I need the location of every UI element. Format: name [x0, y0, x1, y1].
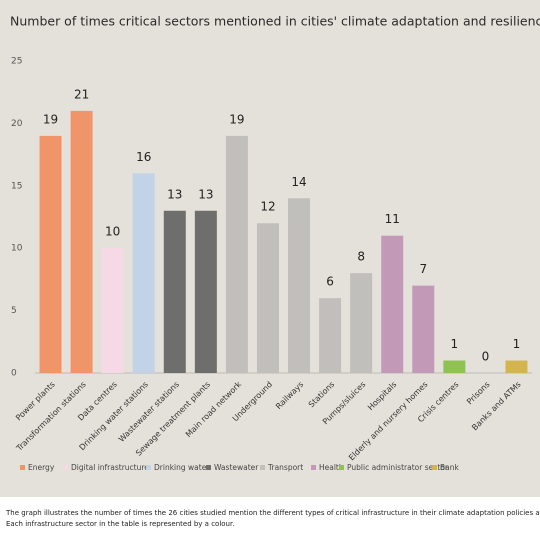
legend-label: Energy: [28, 463, 55, 472]
x-tick-label: Railways: [274, 380, 305, 411]
bar: [319, 298, 342, 373]
value-label: 0: [482, 350, 490, 364]
x-tick-label: Main road network: [184, 380, 243, 439]
footnote: Each infrastructure sector in the table …: [6, 520, 234, 528]
footer-background: [0, 497, 540, 545]
bar: [70, 110, 93, 374]
legend-label: Drinking water: [154, 463, 210, 472]
x-tick-label: Hospitals: [366, 380, 398, 412]
legend-label: Wastewater: [214, 463, 259, 472]
bar: [505, 360, 528, 373]
legend-label: Public administrator sector: [347, 463, 449, 472]
legend-swatch: [432, 465, 437, 470]
bar: [163, 210, 186, 373]
bar: [101, 248, 124, 373]
x-tick-label: Stations: [307, 380, 336, 409]
value-label: 19: [229, 112, 244, 126]
legend-label: Transport: [267, 463, 303, 472]
legend-label: Bank: [440, 463, 459, 472]
value-label: 13: [167, 187, 182, 201]
legend-label: Digital infrastructure: [71, 463, 149, 472]
value-label: 1: [513, 337, 521, 351]
y-tick-label: 25: [11, 57, 22, 67]
bar: [256, 223, 279, 373]
value-label: 1: [451, 337, 459, 351]
footnote: The graph illustrates the number of time…: [5, 509, 540, 517]
value-label: 13: [198, 187, 213, 201]
bar: [132, 173, 155, 373]
y-tick-label: 0: [11, 369, 17, 379]
legend-swatch: [63, 465, 68, 470]
bar: [443, 360, 466, 373]
legend-swatch: [206, 465, 211, 470]
y-tick-label: 20: [11, 119, 23, 129]
legend-swatch: [20, 465, 25, 470]
legend-swatch: [260, 465, 265, 470]
value-label: 16: [136, 150, 151, 164]
bar: [194, 210, 217, 373]
value-label: 7: [419, 262, 427, 276]
value-label: 11: [385, 212, 400, 226]
value-label: 6: [326, 275, 334, 289]
bar: [412, 285, 435, 373]
bar: [39, 135, 62, 373]
value-label: 19: [43, 112, 58, 126]
bar: [288, 198, 311, 373]
bar: [225, 135, 248, 373]
bar: [381, 235, 404, 373]
x-tick-label: Wastewater stations: [117, 380, 181, 444]
legend-label: Health: [319, 463, 344, 472]
bar: [350, 273, 373, 373]
y-tick-label: 5: [11, 306, 17, 316]
value-label: 10: [105, 225, 120, 239]
chart-title: Number of times critical sectors mention…: [10, 14, 540, 29]
value-label: 21: [74, 87, 89, 101]
value-label: 8: [357, 250, 365, 264]
y-tick-label: 10: [11, 244, 23, 254]
x-tick-label: Prisons: [465, 380, 492, 407]
legend-swatch: [146, 465, 151, 470]
legend-swatch: [311, 465, 316, 470]
value-label: 14: [291, 175, 306, 189]
legend-swatch: [339, 465, 344, 470]
value-label: 12: [260, 200, 275, 214]
y-tick-label: 15: [11, 181, 22, 191]
